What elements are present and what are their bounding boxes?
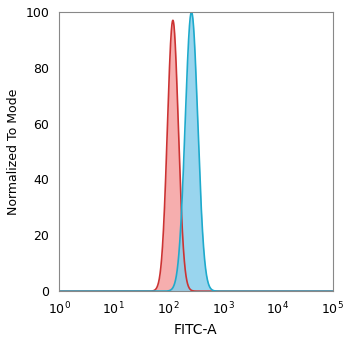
Y-axis label: Normalized To Mode: Normalized To Mode — [7, 88, 20, 215]
X-axis label: FITC-A: FITC-A — [174, 323, 218, 337]
